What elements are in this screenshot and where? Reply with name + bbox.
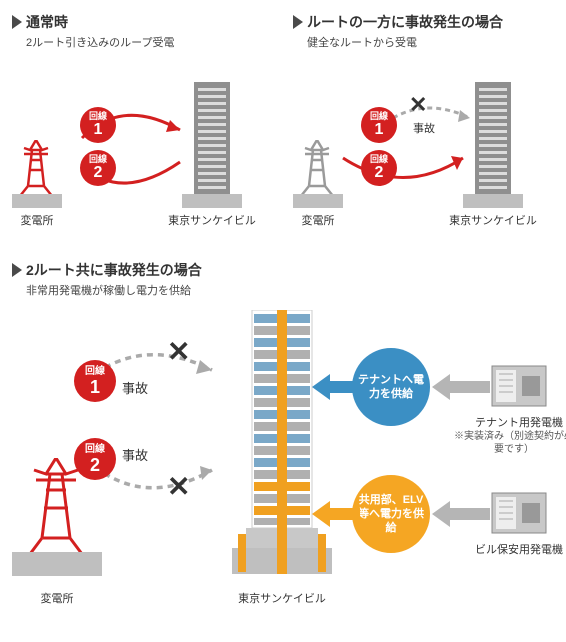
- scenario-both-fault: 2ルート共に事故発生の場合 非常用発電機が稼働し電力を供給 変電所 ✕ 事故 ✕…: [12, 260, 554, 630]
- substation-label: 変電所: [12, 590, 102, 606]
- route1-badge: 回線1: [74, 360, 116, 402]
- line2-active: [333, 142, 473, 192]
- arrow-left-gray: [432, 501, 490, 527]
- scenario3-title: 2ルート共に事故発生の場合: [26, 260, 202, 280]
- substation-label: 変電所: [293, 212, 343, 228]
- gen-tenant-label: テナント用発電機: [464, 414, 566, 430]
- accident-label: 事故: [122, 378, 148, 397]
- arrow-left-orange: [312, 501, 360, 527]
- scenario1-subtitle: 2ルート引き込みのループ受電: [26, 34, 273, 50]
- plinth: [293, 194, 343, 208]
- substation-label: 変電所: [12, 212, 62, 228]
- triangle-icon: [293, 15, 303, 29]
- scenario2-subtitle: 健全なルートから受電: [307, 34, 554, 50]
- triangle-icon: [12, 263, 22, 277]
- scenario2-title: ルートの一方に事故発生の場合: [307, 12, 503, 32]
- building-label: 東京サンケイビル: [152, 212, 272, 228]
- arrow-left-blue: [312, 374, 360, 400]
- scenario2-diagram: 変電所 東京サンケイビル ✕ 事故 回線1: [293, 62, 554, 242]
- triangle-icon: [12, 15, 22, 29]
- route1-badge: 回線1: [80, 107, 116, 143]
- pylon-icon: [299, 140, 335, 196]
- gen-building-label: ビル保安用発電機: [464, 541, 566, 557]
- loop-arrows: [52, 102, 192, 202]
- accident-label: 事故: [122, 445, 148, 464]
- plinth: [12, 552, 102, 576]
- pylon-icon: [26, 458, 86, 554]
- route2-badge: 回線2: [74, 438, 116, 480]
- route2-badge: 回線2: [361, 150, 397, 186]
- generator-building-icon: [490, 489, 548, 542]
- scenario3-diagram: 変電所 ✕ 事故 ✕ 事故 回線1 回線2: [12, 310, 554, 630]
- arrow-left-gray: [432, 374, 490, 400]
- supply-common-badge: 共用部、ELV 等へ電力を供給: [352, 475, 430, 553]
- scenario-normal: 通常時 2ルート引き込みのループ受電 変電所 東京サンケイビル: [12, 12, 273, 242]
- cross-icon: ✕: [409, 92, 427, 118]
- pylon-icon: [18, 140, 54, 196]
- route2-badge: 回線2: [80, 150, 116, 186]
- route1-badge: 回線1: [361, 107, 397, 143]
- scenario1-diagram: 変電所 東京サンケイビル 回線1 回線2: [12, 62, 273, 242]
- scenario3-subtitle: 非常用発電機が稼働し電力を供給: [26, 282, 554, 298]
- generator-tenant-icon: [490, 362, 548, 415]
- building-label: 東京サンケイビル: [212, 590, 352, 606]
- scenario-one-fault: ルートの一方に事故発生の場合 健全なルートから受電 変電所 東京サンケイビル ✕: [293, 12, 554, 242]
- cross-icon: ✕: [167, 470, 190, 503]
- cross-icon: ✕: [167, 335, 190, 368]
- building-label: 東京サンケイビル: [433, 212, 553, 228]
- gen-tenant-note: ※実装済み（別途契約が必要です）: [454, 430, 566, 456]
- scenario1-title: 通常時: [26, 12, 68, 32]
- building-large-icon: [222, 310, 342, 585]
- accident-label: 事故: [413, 120, 435, 136]
- supply-tenant-badge: テナントへ電力を供給: [352, 348, 430, 426]
